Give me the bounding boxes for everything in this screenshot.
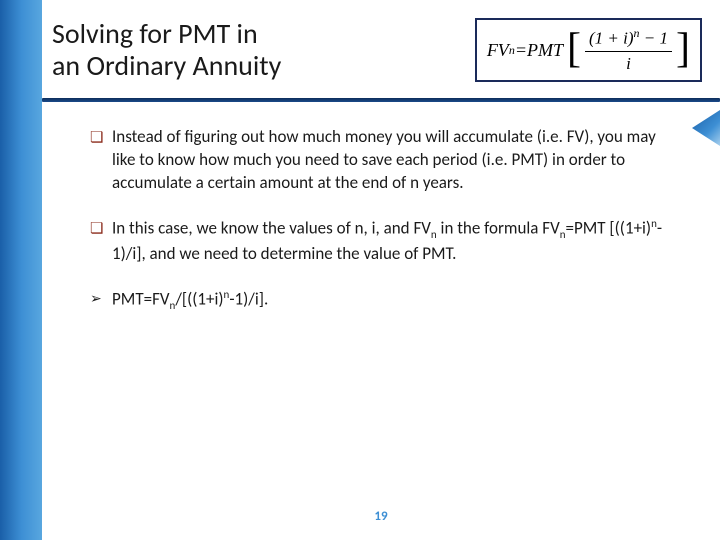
- arrow-bullet-icon: ➢: [90, 290, 112, 309]
- square-bullet-icon: ❏: [90, 128, 112, 148]
- formula-denominator: i: [626, 52, 631, 74]
- b2-p2: in the formula FV: [437, 218, 560, 239]
- b2-p3: =PMT [((1+i): [566, 218, 652, 239]
- slide-title: Solving for PMT in an Ordinary Annuity: [52, 18, 281, 82]
- num-p1: (1 +: [589, 29, 623, 48]
- formula-lhs-base: FV: [487, 40, 509, 61]
- square-bullet-icon: ❏: [90, 219, 112, 239]
- slide-body: Solving for PMT in an Ordinary Annuity F…: [42, 0, 720, 540]
- b3-p1: PMT=FV: [112, 289, 170, 310]
- bullet-3: ➢ PMT=FVn/[((1+i)n-1)/i].: [90, 288, 670, 314]
- num-tail: − 1: [640, 29, 668, 48]
- slide-header: Solving for PMT in an Ordinary Annuity F…: [42, 0, 720, 92]
- slide-content: ❏ Instead of figuring out how much money…: [42, 102, 720, 314]
- b3-p3: -1)/i].: [229, 289, 268, 310]
- bullet-2: ❏ In this case, we know the values of n,…: [90, 217, 670, 266]
- page-number: 19: [42, 509, 720, 524]
- formula-rhs-lead: PMT: [527, 40, 563, 61]
- formula-bracket-group: [ (1 + i)n − 1 i ]: [567, 26, 690, 74]
- formula-fv-annuity: FVn = PMT [ (1 + i)n − 1 i ]: [475, 18, 702, 82]
- right-bracket-icon: ]: [676, 31, 690, 69]
- bullet-3-text: PMT=FVn/[((1+i)n-1)/i].: [112, 288, 670, 314]
- bullet-2-text: In this case, we know the values of n, i…: [112, 217, 670, 266]
- title-line-2: an Ordinary Annuity: [52, 48, 281, 83]
- b2-p1: In this case, we know the values of n, i…: [112, 218, 431, 239]
- bullet-1: ❏ Instead of figuring out how much money…: [90, 126, 670, 195]
- formula-numerator: (1 + i)n − 1: [585, 26, 672, 52]
- bullet-1-text: Instead of figuring out how much money y…: [112, 126, 670, 195]
- formula-fraction: (1 + i)n − 1 i: [585, 26, 672, 74]
- title-line-1: Solving for PMT in: [52, 16, 258, 51]
- left-bracket-icon: [: [567, 31, 581, 69]
- formula-eq: =: [515, 40, 527, 61]
- b3-p2: /[((1+i): [175, 289, 223, 310]
